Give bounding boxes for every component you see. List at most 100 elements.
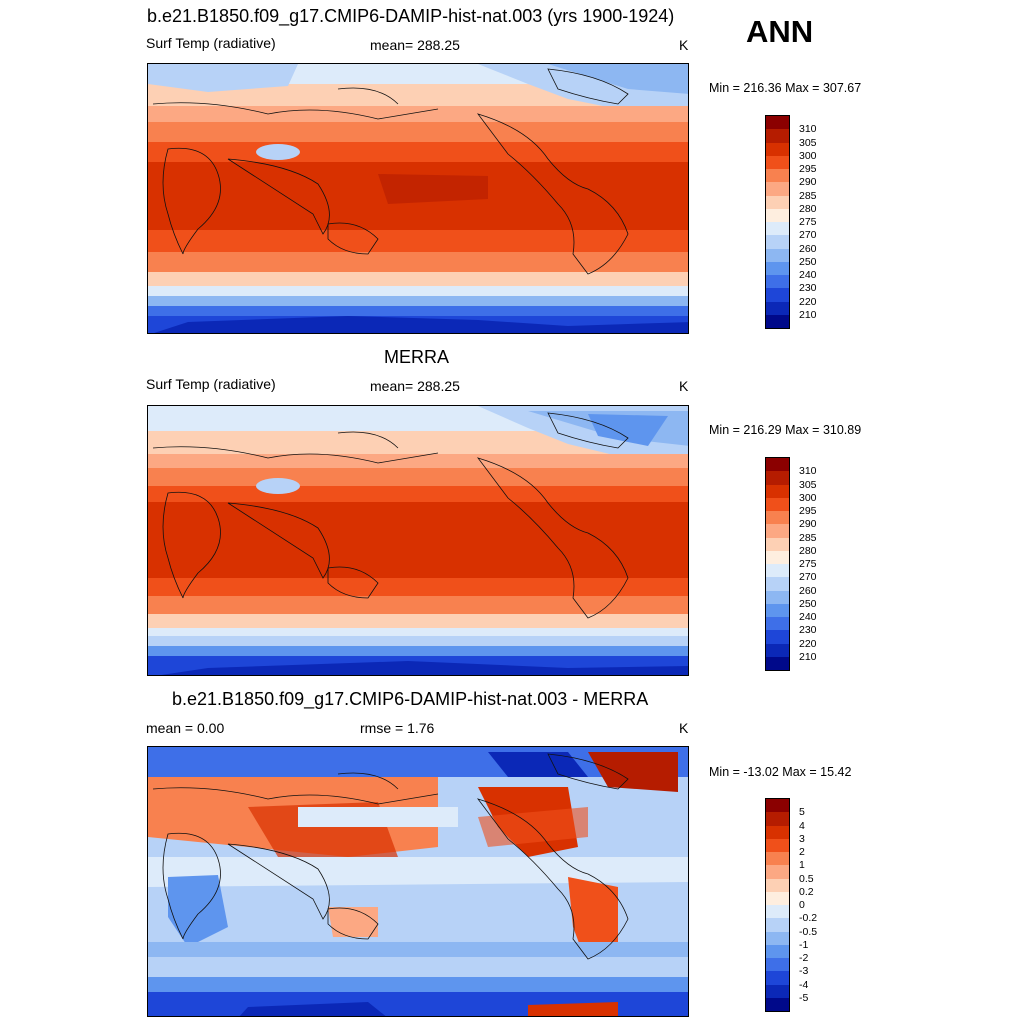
colorbar-swatch	[766, 564, 789, 578]
colorbar-swatch	[766, 275, 789, 289]
colorbar-tick-label: 300	[799, 149, 817, 162]
colorbar-tick-label: -1	[799, 938, 809, 951]
colorbar-swatch	[766, 314, 789, 328]
colorbar-tick-label: 295	[799, 163, 817, 175]
colorbar-swatch	[766, 511, 789, 525]
colorbar-swatch	[766, 997, 789, 1011]
colorbar-swatch	[766, 617, 789, 631]
colorbar-tick-label: -0.5	[799, 925, 818, 938]
colorbar-tick-label: 260	[799, 584, 817, 597]
colorbar-tick-label: 260	[799, 242, 817, 255]
colorbar-swatch	[766, 497, 789, 511]
panel3-minmax: Min = -13.02 Max = 15.42	[709, 765, 852, 779]
colorbar-swatch	[766, 550, 789, 564]
colorbar-tick-label: 305	[799, 136, 817, 149]
colorbar-tick-label: 285	[799, 189, 817, 202]
season-label: ANN	[746, 14, 814, 49]
colorbar-swatch	[766, 524, 789, 538]
panel3-title: b.e21.B1850.f09_g17.CMIP6-DAMIP-hist-nat…	[172, 689, 649, 709]
colorbar-swatch	[766, 142, 789, 156]
colorbar-swatch	[766, 630, 789, 644]
colorbar-tick-label: 0.5	[799, 872, 814, 885]
colorbar-swatch	[766, 812, 789, 826]
colorbar-tick-label: 280	[799, 544, 817, 557]
colorbar-tick-label: 210	[799, 650, 817, 663]
panel1-minmax: Min = 216.36 Max = 307.67	[709, 81, 862, 95]
colorbar-tick-label: 290	[799, 518, 817, 531]
colorbar-tick-label: -2	[799, 952, 809, 964]
panel1-colorbar	[765, 115, 790, 329]
colorbar-tick-label: 275	[799, 216, 817, 228]
colorbar-tick-label: 220	[799, 295, 817, 308]
panel1-variable-label: Surf Temp (radiative)	[146, 35, 276, 51]
colorbar-swatch	[766, 590, 789, 604]
colorbar-swatch	[766, 484, 789, 498]
colorbar-swatch	[766, 248, 789, 262]
colorbar-tick-label: -5	[799, 991, 809, 1004]
colorbar-swatch	[766, 799, 789, 813]
colorbar-tick-label: 1	[799, 859, 805, 872]
colorbar-tick-label: 230	[799, 624, 817, 637]
colorbar-tick-label: 2	[799, 846, 805, 858]
colorbar-tick-label: 0.2	[799, 885, 814, 898]
colorbar-swatch	[766, 971, 789, 985]
colorbar-swatch	[766, 931, 789, 945]
colorbar-tick-label: 270	[799, 571, 817, 584]
panel2-colorbar	[765, 457, 790, 671]
colorbar-tick-label: 250	[799, 597, 817, 610]
colorbar-tick-label: -0.2	[799, 912, 818, 925]
panel3-rmse-label: rmse = 1.76	[360, 720, 435, 736]
colorbar-swatch	[766, 222, 789, 236]
panel1-title: b.e21.B1850.f09_g17.CMIP6-DAMIP-hist-nat…	[147, 6, 675, 26]
panel2-title: MERRA	[384, 347, 450, 367]
panel3-mean-label: mean = 0.00	[146, 720, 225, 736]
colorbar-swatch	[766, 984, 789, 998]
colorbar-swatch	[766, 825, 789, 839]
panel2-minmax: Min = 216.29 Max = 310.89	[709, 423, 862, 437]
colorbar-swatch	[766, 301, 789, 315]
colorbar-swatch	[766, 129, 789, 143]
panel2-variable-label: Surf Temp (radiative)	[146, 376, 276, 392]
colorbar-swatch	[766, 169, 789, 183]
colorbar-swatch	[766, 878, 789, 892]
panel1-units-label: K	[679, 37, 689, 53]
colorbar-swatch	[766, 235, 789, 249]
colorbar-tick-label: 285	[799, 531, 817, 544]
panel3-difference-map	[147, 746, 689, 1017]
colorbar-swatch	[766, 471, 789, 485]
colorbar-tick-label: 290	[799, 176, 817, 189]
colorbar-swatch	[766, 643, 789, 657]
panel2-temperature-map	[147, 405, 689, 676]
colorbar-tick-label: -3	[799, 965, 809, 978]
colorbar-swatch	[766, 944, 789, 958]
colorbar-swatch	[766, 577, 789, 591]
colorbar-tick-label: 4	[799, 819, 805, 832]
colorbar-tick-label: 305	[799, 478, 817, 491]
colorbar-tick-label: 240	[799, 269, 817, 281]
colorbar-tick-label: 210	[799, 308, 817, 321]
panel3-colorbar	[765, 798, 790, 1012]
colorbar-swatch	[766, 155, 789, 169]
colorbar-swatch	[766, 838, 789, 852]
colorbar-swatch	[766, 208, 789, 222]
colorbar-tick-label: 300	[799, 491, 817, 504]
colorbar-swatch	[766, 458, 789, 472]
colorbar-swatch	[766, 918, 789, 932]
colorbar-tick-label: 310	[799, 465, 817, 478]
colorbar-tick-label: 5	[799, 806, 805, 819]
colorbar-swatch	[766, 958, 789, 972]
colorbar-tick-label: 250	[799, 255, 817, 268]
colorbar-tick-label: 310	[799, 123, 817, 136]
colorbar-swatch	[766, 116, 789, 130]
colorbar-swatch	[766, 656, 789, 670]
panel1-mean-label: mean= 288.25	[370, 37, 460, 53]
colorbar-tick-label: 220	[799, 637, 817, 650]
colorbar-swatch	[766, 537, 789, 551]
colorbar-swatch	[766, 891, 789, 905]
colorbar-swatch	[766, 905, 789, 919]
colorbar-swatch	[766, 852, 789, 866]
colorbar-tick-label: 3	[799, 832, 805, 845]
colorbar-swatch	[766, 195, 789, 209]
colorbar-swatch	[766, 603, 789, 617]
panel1-temperature-map	[147, 63, 689, 334]
